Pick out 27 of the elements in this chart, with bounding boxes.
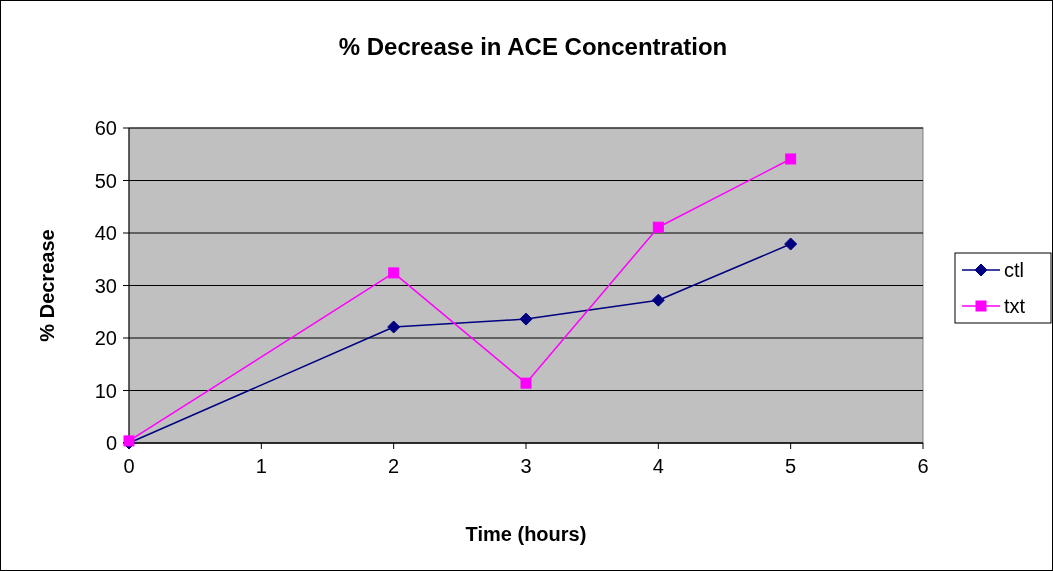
y-axis-title: % Decrease bbox=[36, 229, 58, 342]
x-tick-label: 1 bbox=[255, 455, 267, 477]
point bbox=[785, 153, 797, 165]
legend-label: ctl bbox=[1004, 259, 1024, 281]
x-axis-title: Time (hours) bbox=[465, 523, 587, 545]
chart-title: % Decrease in ACE Concentration bbox=[338, 33, 728, 60]
y-tick-label: 30 bbox=[94, 274, 117, 297]
y-tick-label: 60 bbox=[94, 117, 117, 139]
x-tick-label: 4 bbox=[652, 455, 664, 477]
point bbox=[520, 377, 532, 389]
point bbox=[784, 237, 798, 251]
y-tick-label: 20 bbox=[94, 327, 117, 349]
point bbox=[387, 320, 401, 334]
point bbox=[651, 293, 665, 307]
y-tick-label: 0 bbox=[105, 432, 117, 454]
x-tick-label: 2 bbox=[388, 455, 400, 477]
point bbox=[388, 267, 400, 279]
legend-label: txt bbox=[1004, 295, 1026, 317]
x-tick-label: 3 bbox=[520, 455, 532, 477]
point bbox=[652, 221, 664, 233]
x-tick-label: 6 bbox=[917, 455, 929, 477]
x-tick-label: 5 bbox=[785, 455, 797, 477]
point bbox=[519, 312, 533, 326]
y-tick-label: 10 bbox=[94, 379, 117, 402]
x-tick-label: 0 bbox=[123, 455, 135, 477]
y-tick-label: 40 bbox=[94, 222, 117, 244]
y-tick-label: 50 bbox=[94, 169, 117, 192]
